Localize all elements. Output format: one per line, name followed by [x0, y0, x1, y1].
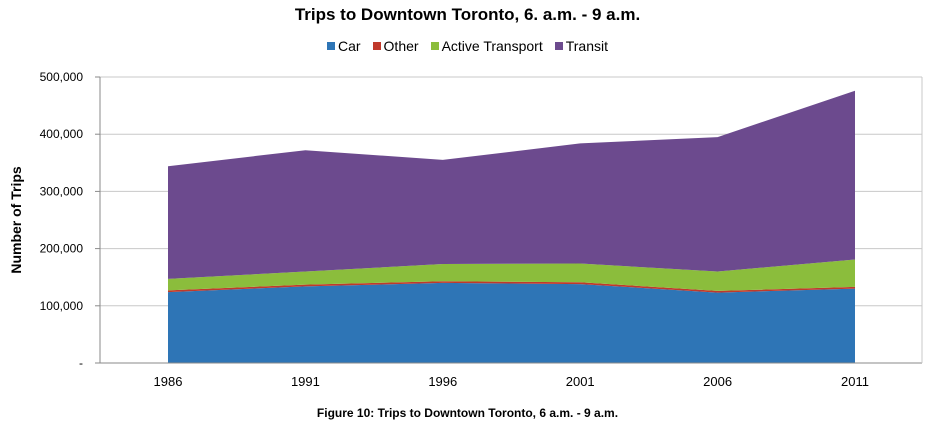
legend-item-transit: Transit	[554, 38, 608, 54]
area-active-transport	[168, 259, 855, 291]
chart-legend: Car Other Active Transport Transit	[0, 38, 935, 54]
area-car	[168, 282, 855, 363]
x-tick-label: 2006	[703, 374, 732, 389]
x-tick-label: 2001	[566, 374, 595, 389]
legend-label-other: Other	[383, 38, 419, 54]
x-tick-label: 2011	[841, 374, 869, 389]
legend-swatch-car	[326, 42, 335, 50]
x-tick-label: 1986	[154, 374, 183, 389]
legend-label-car: Car	[337, 38, 361, 54]
legend-item-other: Other	[372, 38, 419, 54]
y-tick-label: 100,000	[40, 299, 84, 313]
legend-label-transit: Transit	[565, 38, 608, 54]
y-tick-label: -	[79, 356, 83, 370]
y-tick-label: 300,000	[40, 184, 84, 198]
area-transit	[168, 90, 855, 279]
legend-item-active-transport: Active Transport	[430, 38, 543, 54]
x-tick-label: 1991	[291, 374, 320, 389]
y-axis-label: Number of Trips	[8, 166, 24, 274]
chart-title: Trips to Downtown Toronto, 6. a.m. - 9 a…	[294, 5, 641, 24]
legend-swatch-transit	[554, 42, 563, 50]
y-tick-label: 500,000	[40, 70, 84, 84]
legend-swatch-active-transport	[430, 42, 439, 50]
area-other	[168, 281, 855, 293]
legend-label-active-transport: Active Transport	[441, 38, 543, 54]
figure-caption: Figure 10: Trips to Downtown Toronto, 6 …	[316, 406, 619, 420]
y-tick-label: 200,000	[40, 242, 84, 256]
legend-item-car: Car	[326, 38, 361, 54]
x-tick-label: 1996	[428, 374, 457, 389]
legend-swatch-other	[372, 42, 381, 50]
y-tick-label: 400,000	[40, 127, 84, 141]
